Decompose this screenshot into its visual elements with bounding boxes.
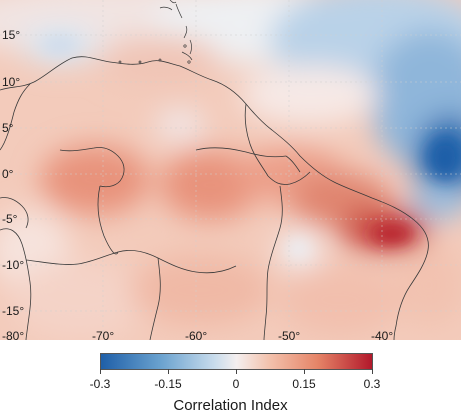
colorbar-title: Correlation Index <box>173 397 288 414</box>
lon-label: -60° <box>185 329 208 343</box>
colorbar-tick <box>236 369 237 374</box>
colorbar-tick-label: 0.15 <box>292 377 316 391</box>
lat-label: 15° <box>2 28 21 42</box>
lat-label: 0° <box>2 167 14 181</box>
coastlines <box>0 56 429 340</box>
lon-label: -40° <box>371 329 394 343</box>
colorbar-tick <box>304 369 305 374</box>
lat-label: 10° <box>2 75 21 89</box>
caribbean-islands <box>118 0 193 64</box>
colorbar-tick <box>372 369 373 374</box>
graticule <box>0 0 461 340</box>
lat-label: -80° <box>2 329 25 343</box>
lon-label: -50° <box>278 329 301 343</box>
colorbar-tick <box>100 369 101 374</box>
colorbar-tick-label: 0 <box>232 377 240 391</box>
colorbar-tick-label: 0.3 <box>363 377 381 391</box>
lat-label: -15° <box>2 304 25 318</box>
lat-label: -5° <box>2 212 18 226</box>
lon-label: -70° <box>92 329 115 343</box>
lat-label: 5° <box>2 121 14 135</box>
colorbar-tick-label: -0.15 <box>154 377 182 391</box>
colorbar-tick <box>168 369 169 374</box>
map-svg <box>0 0 461 340</box>
correlation-map: 15° 10° 5° 0° -5° -10° -15° -80° -70° -6… <box>0 0 461 343</box>
colorbar-tick-label: -0.3 <box>89 377 111 391</box>
lat-label: -10° <box>2 258 25 272</box>
colorbar <box>100 353 373 370</box>
